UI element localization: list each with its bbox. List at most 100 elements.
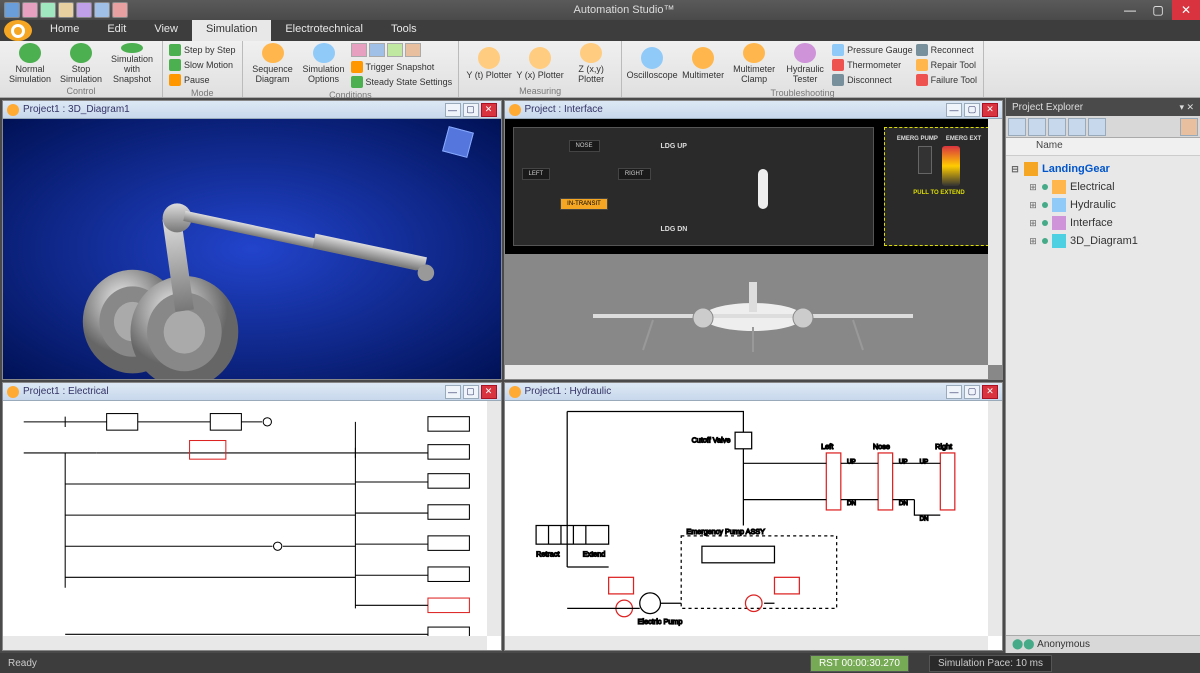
minimize-button[interactable]: — (1116, 0, 1144, 20)
scrollbar-horizontal[interactable] (505, 365, 989, 379)
expand-icon[interactable]: ⊞ (1028, 200, 1038, 211)
menu-tab-electrotechnical[interactable]: Electrotechnical (271, 20, 377, 41)
ribbon-icon-button[interactable] (387, 43, 403, 57)
panel-header[interactable]: Project : Interface — ▢ ✕ (505, 101, 1003, 119)
electrical-schematic[interactable] (3, 401, 501, 650)
ribbon-button[interactable]: Pause (169, 73, 236, 87)
menu-tab-simulation[interactable]: Simulation (192, 20, 271, 41)
interface-viewport[interactable]: NOSE LDG UP LEFT RIGHT IN-TRANSIT LDG DN (505, 119, 1003, 379)
panel-minimize-button[interactable]: — (445, 385, 461, 399)
ribbon-icon-button[interactable] (351, 43, 367, 57)
panel-close-button[interactable]: ✕ (481, 103, 497, 117)
ribbon-button[interactable]: Slow Motion (169, 58, 236, 72)
pin-icon[interactable]: ▾ ✕ (1179, 102, 1194, 113)
ribbon-button[interactable]: Trigger Snapshot (351, 60, 453, 74)
scrollbar-vertical[interactable] (487, 401, 501, 636)
scrollbar-horizontal[interactable] (3, 636, 487, 650)
expand-icon[interactable]: ⊞ (1028, 218, 1038, 229)
ribbon-button[interactable]: Y (x) Plotter (516, 43, 564, 85)
scrollbar-horizontal[interactable] (505, 636, 989, 650)
ribbon-button[interactable]: Simulation Options (300, 43, 348, 85)
qat-button[interactable] (94, 2, 110, 18)
scrollbar-vertical[interactable] (988, 119, 1002, 365)
close-button[interactable]: ✕ (1172, 0, 1200, 20)
menu-tab-edit[interactable]: Edit (93, 20, 140, 41)
ribbon-button[interactable]: Reconnect (916, 43, 977, 57)
panel-minimize-button[interactable]: — (946, 385, 962, 399)
explorer-filter-button[interactable] (1068, 118, 1086, 136)
explorer-filter-button[interactable] (1048, 118, 1066, 136)
app-title: Automation Studio™ (132, 4, 1116, 16)
panel-maximize-button[interactable]: ▢ (964, 385, 980, 399)
panel-header[interactable]: Project1 : 3D_Diagram1 — ▢ ✕ (3, 101, 501, 119)
ribbon-button[interactable]: Repair Tool (916, 58, 977, 72)
emerg-pump-switch[interactable] (918, 146, 932, 174)
menu-tab-view[interactable]: View (140, 20, 192, 41)
qat-button[interactable] (112, 2, 128, 18)
explorer-column-header[interactable]: Name (1006, 138, 1200, 156)
panel-header[interactable]: Project1 : Hydraulic — ▢ ✕ (505, 383, 1003, 401)
ribbon-button-label: Simulation with Snapshot (108, 55, 156, 85)
ldg-dn-label: LDG DN (661, 226, 865, 233)
qat-button[interactable] (22, 2, 38, 18)
ribbon-button[interactable]: Oscilloscope (628, 43, 676, 85)
panel-close-button[interactable]: ✕ (481, 385, 497, 399)
panel-maximize-button[interactable]: ▢ (964, 103, 980, 117)
ribbon-button[interactable]: Hydraulic Tester (781, 43, 829, 85)
svg-text:Electric Pump: Electric Pump (637, 617, 682, 626)
expand-icon[interactable]: ⊞ (1028, 182, 1038, 193)
panel-minimize-button[interactable]: — (946, 103, 962, 117)
ribbon-button[interactable]: Failure Tool (916, 73, 977, 87)
tree-item[interactable]: ⊞ Electrical (1010, 178, 1196, 196)
ribbon-button[interactable]: Steady State Settings (351, 75, 453, 89)
qat-button[interactable] (40, 2, 56, 18)
ldg-up-label: LDG UP (661, 143, 865, 150)
expand-icon[interactable]: ⊟ (1010, 164, 1020, 175)
qat-button[interactable] (4, 2, 20, 18)
panel-close-button[interactable]: ✕ (982, 385, 998, 399)
ribbon-button[interactable]: Sequence Diagram (249, 43, 297, 85)
tree-item[interactable]: ⊞ 3D_Diagram1 (1010, 232, 1196, 250)
panel-maximize-button[interactable]: ▢ (463, 385, 479, 399)
ribbon-button[interactable]: Thermometer (832, 58, 913, 72)
ribbon-button[interactable]: Step by Step (169, 43, 236, 57)
emerg-ext-handle[interactable] (942, 146, 960, 186)
scrollbar-vertical[interactable] (988, 401, 1002, 636)
explorer-filter-button[interactable] (1088, 118, 1106, 136)
gear-lever[interactable] (758, 169, 768, 209)
panel-minimize-button[interactable]: — (445, 103, 461, 117)
qat-button[interactable] (76, 2, 92, 18)
ribbon-icon-button[interactable] (405, 43, 421, 57)
ribbon-button[interactable]: Multimeter Clamp (730, 43, 778, 85)
expand-icon[interactable]: ⊞ (1028, 236, 1038, 247)
explorer-header[interactable]: Project Explorer ▾ ✕ (1006, 98, 1200, 116)
panel-header[interactable]: Project1 : Electrical — ▢ ✕ (3, 383, 501, 401)
ribbon-button[interactable]: Simulation with Snapshot (108, 43, 156, 85)
maximize-button[interactable]: ▢ (1144, 0, 1172, 20)
hydraulic-schematic[interactable]: Cutoff Valve Retract Extend Emergency Pu… (505, 401, 1003, 650)
ribbon-button[interactable]: Multimeter (679, 43, 727, 85)
app-menu-button[interactable] (4, 20, 32, 41)
menu-tab-tools[interactable]: Tools (377, 20, 431, 41)
explorer-filter-button[interactable] (1008, 118, 1026, 136)
explorer-refresh-button[interactable] (1180, 118, 1198, 136)
ribbon-icon-button[interactable] (369, 43, 385, 57)
user-icon: ⬤⬤ (1012, 639, 1034, 650)
explorer-filter-button[interactable] (1028, 118, 1046, 136)
tree-root[interactable]: ⊟ LandingGear (1010, 160, 1196, 178)
ribbon-button[interactable]: Z (x,y) Plotter (567, 43, 615, 85)
panel-maximize-button[interactable]: ▢ (463, 103, 479, 117)
landing-gear-3d (3, 119, 501, 379)
qat-button[interactable] (58, 2, 74, 18)
tree-item[interactable]: ⊞ Hydraulic (1010, 196, 1196, 214)
3d-viewport[interactable] (3, 119, 501, 379)
ribbon-button[interactable]: Pressure Gauge (832, 43, 913, 57)
ribbon-button[interactable]: Disconnect (832, 73, 913, 87)
ribbon-button[interactable]: Stop Simulation (57, 43, 105, 85)
panel-close-button[interactable]: ✕ (982, 103, 998, 117)
ribbon-button[interactable]: Normal Simulation (6, 43, 54, 85)
menu-tab-home[interactable]: Home (36, 20, 93, 41)
status-dot-icon (1042, 220, 1048, 226)
ribbon-button[interactable]: Y (t) Plotter (465, 43, 513, 85)
tree-item[interactable]: ⊞ Interface (1010, 214, 1196, 232)
